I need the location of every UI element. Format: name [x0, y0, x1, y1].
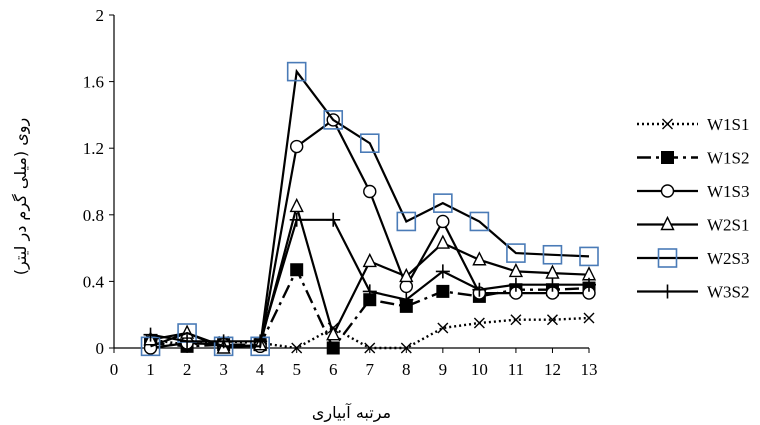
- series-layer: [140, 61, 599, 357]
- legend-marker: [660, 184, 675, 198]
- series-line: [150, 218, 589, 343]
- legend-item-w3s2: W3S2: [637, 283, 750, 302]
- series-line: [150, 118, 589, 350]
- y-axis-title: روی (میلی گرم در لیتر): [11, 118, 31, 275]
- y-tick-label: 0.8: [83, 206, 104, 225]
- data-point: [364, 342, 376, 354]
- series-w2s1: [143, 197, 597, 354]
- legend-label: W2S3: [707, 249, 750, 268]
- x-tick-label: 10: [471, 360, 488, 379]
- x-tick-label: 9: [439, 360, 448, 379]
- data-point: [399, 267, 414, 283]
- legend-label: W1S1: [707, 115, 750, 134]
- data-point: [508, 277, 523, 292]
- x-tick-label: 12: [544, 360, 561, 379]
- data-point: [363, 184, 377, 199]
- data-point: [323, 110, 344, 130]
- legend-label: W3S2: [707, 283, 750, 302]
- x-tick-label: 1: [146, 360, 155, 379]
- data-point: [143, 327, 158, 342]
- data-point: [583, 312, 595, 324]
- data-point: [472, 251, 487, 266]
- legend-item-w2s3: W2S3: [637, 248, 750, 268]
- x-tick-label: 5: [292, 360, 301, 379]
- legend-marker: [660, 215, 675, 231]
- data-point: [399, 279, 414, 294]
- data-point: [582, 277, 596, 292]
- x-tick-label: 7: [366, 360, 375, 379]
- data-point: [326, 212, 341, 227]
- data-point: [436, 214, 450, 229]
- data-point: [437, 322, 449, 334]
- series-w3s2: [143, 212, 596, 349]
- data-point: [435, 234, 450, 249]
- x-tick-label: 6: [329, 360, 338, 379]
- data-point: [506, 243, 526, 263]
- x-tick-label: 0: [110, 360, 119, 379]
- legend-item-w1s1: W1S1: [637, 115, 750, 134]
- data-point: [362, 252, 377, 268]
- x-tick-label: 11: [508, 360, 524, 379]
- data-point: [433, 193, 453, 213]
- series-w1s3: [143, 113, 596, 355]
- data-point: [542, 244, 563, 265]
- legend-marker: [660, 284, 675, 299]
- y-tick-label: 1.6: [83, 73, 104, 92]
- data-point: [290, 263, 304, 277]
- data-point: [216, 334, 231, 349]
- data-point: [546, 314, 558, 326]
- y-tick-label: 1.2: [83, 139, 104, 158]
- legend-item-w2s1: W2S1: [637, 216, 750, 235]
- x-tick-label: 8: [402, 360, 411, 379]
- data-point: [289, 212, 304, 227]
- legend-marker: [661, 151, 674, 164]
- data-point: [473, 317, 485, 329]
- data-point: [289, 197, 304, 213]
- data-point: [579, 246, 599, 267]
- data-point: [399, 292, 414, 307]
- y-tick-label: 0: [96, 339, 105, 358]
- legend-item-w1s3: W1S3: [637, 182, 750, 201]
- y-tick-label: 0.4: [83, 272, 105, 291]
- data-point: [436, 284, 450, 298]
- series-w2s3: [140, 61, 599, 357]
- legend-label: W2S1: [707, 216, 750, 235]
- data-point: [359, 133, 380, 154]
- x-tick-label: 3: [219, 360, 228, 379]
- data-point: [435, 264, 450, 279]
- data-point: [253, 334, 268, 349]
- data-point: [362, 284, 377, 299]
- series-line: [150, 202, 590, 350]
- legend: W1S1 W1S2 W1S3 W2S1 W2S3 W3S2: [637, 115, 750, 302]
- data-point: [326, 341, 340, 355]
- data-point: [472, 282, 487, 297]
- data-point: [469, 211, 490, 232]
- x-tick-label: 4: [256, 360, 265, 379]
- data-point: [286, 61, 307, 82]
- x-tick-label: 2: [183, 360, 192, 379]
- series-w1s1: [145, 312, 595, 354]
- data-point: [180, 334, 195, 349]
- data-point: [545, 277, 560, 292]
- data-point: [326, 326, 341, 341]
- y-tick-label: 2: [96, 6, 105, 25]
- legend-marker: [657, 248, 678, 268]
- legend-label: W1S3: [707, 182, 750, 201]
- data-point: [396, 211, 417, 232]
- legend-marker: [662, 118, 673, 130]
- x-axis-title: مرتبه آبیاری: [312, 403, 391, 423]
- legend-label: W1S2: [707, 149, 750, 168]
- data-point: [291, 342, 303, 354]
- series-line: [150, 266, 590, 351]
- data-point: [508, 262, 524, 278]
- legend-item-w1s2: W1S2: [637, 149, 750, 168]
- x-tick-label: 13: [581, 360, 598, 379]
- data-point: [289, 139, 304, 154]
- data-point: [400, 342, 412, 354]
- data-point: [510, 314, 522, 326]
